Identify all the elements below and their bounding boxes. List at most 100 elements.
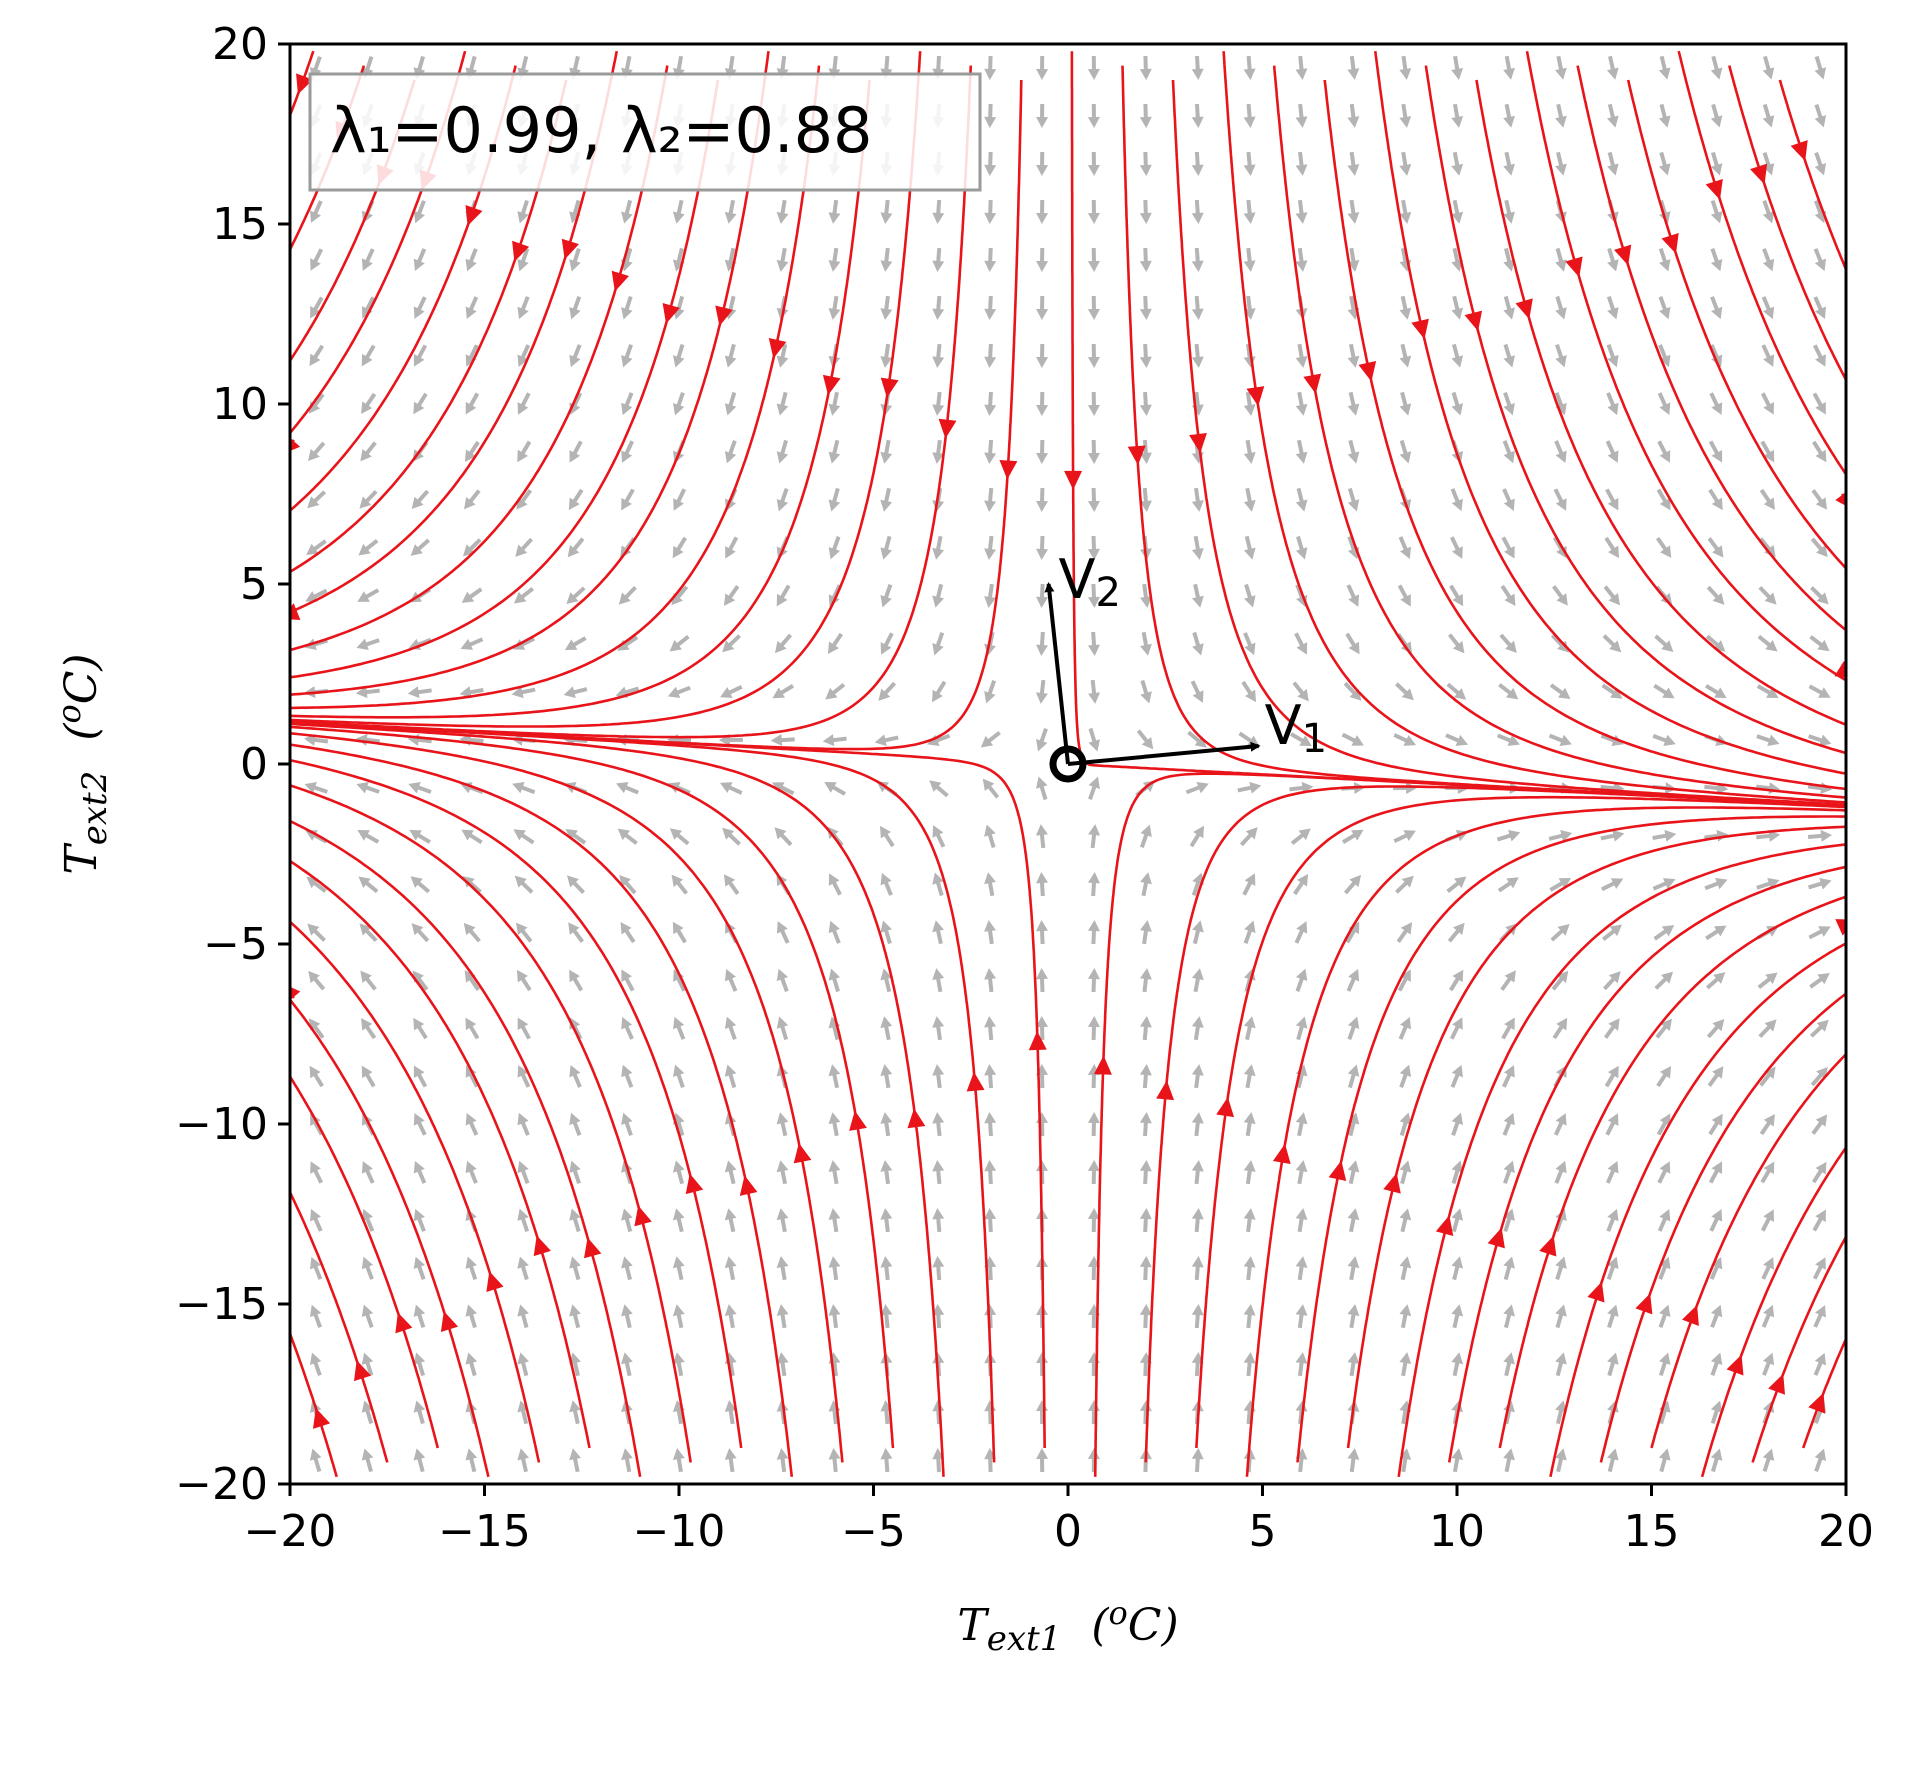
streamline-arrowhead — [1790, 140, 1808, 162]
y-tick-label: 0 — [240, 739, 268, 790]
vector-field-arrowhead — [511, 686, 524, 699]
vector-field-arrowhead — [569, 1112, 581, 1126]
vector-field-arrowhead — [1243, 1208, 1256, 1220]
streamline — [290, 997, 490, 1478]
vector-field-arrowhead — [413, 401, 425, 415]
streamline-arrowhead — [512, 240, 530, 262]
vector-field-arrowhead — [1659, 1304, 1671, 1318]
vector-field-arrowhead — [465, 1113, 477, 1126]
vector-field-arrowhead — [1764, 545, 1776, 558]
vector-field-arrowhead — [1763, 306, 1775, 320]
vector-field-arrowhead — [1555, 450, 1567, 464]
vector-field-arrowhead — [306, 543, 319, 556]
streamline — [290, 50, 315, 119]
vector-field-arrowhead — [617, 639, 630, 651]
vector-field-arrowhead — [984, 1208, 997, 1220]
vector-field-arrowhead — [1607, 354, 1619, 368]
vector-field-arrowhead — [1818, 687, 1831, 698]
streamline-arrowhead — [1464, 310, 1483, 332]
vector-field-arrowhead — [1503, 498, 1515, 511]
vector-field-arrowhead — [1659, 450, 1671, 463]
vector-field-arrowhead — [413, 354, 425, 367]
vector-field-arrowhead — [932, 500, 945, 512]
vector-field-arrowhead — [776, 1208, 789, 1221]
vector-field-arrowhead — [1295, 116, 1308, 128]
streamline — [1650, 1052, 1846, 1449]
vector-field-arrowhead — [724, 1064, 737, 1077]
vector-field-arrowhead — [984, 404, 997, 416]
vector-field-arrowhead — [1503, 307, 1515, 320]
vector-field-arrowhead — [465, 306, 477, 320]
vector-field-arrowhead — [1555, 1352, 1567, 1365]
vector-field-arrowhead — [1451, 1112, 1463, 1126]
streamline — [290, 1189, 389, 1463]
vector-field-arrowhead — [1400, 969, 1411, 982]
vector-field-arrowhead — [776, 1448, 789, 1460]
vector-field-arrowhead — [1249, 781, 1262, 794]
vector-field-arrowhead — [1711, 1161, 1723, 1174]
vector-field-arrowhead — [1711, 1304, 1723, 1318]
vector-field-arrowhead — [1087, 1208, 1100, 1220]
vector-field-arrowhead — [1347, 1064, 1360, 1077]
vector-field-arrowhead — [361, 1448, 374, 1461]
x-tick-label: 10 — [1429, 1506, 1485, 1557]
vector-field-arrowhead — [621, 969, 632, 982]
streamline — [1245, 806, 1846, 1477]
vector-field-arrowhead — [1087, 500, 1100, 512]
vector-field-arrowhead — [361, 1208, 373, 1222]
vector-field-arrowhead — [1503, 1352, 1515, 1365]
vector-field-arrowhead — [1503, 1112, 1515, 1126]
vector-field-arrowhead — [569, 1256, 581, 1269]
vector-field-arrowhead — [1814, 1448, 1827, 1462]
vector-field-arrowhead — [1139, 1064, 1152, 1076]
streamline-arrowhead — [1216, 1097, 1235, 1118]
vector-field-arrowhead — [1763, 1257, 1775, 1270]
vector-field-arrowhead — [880, 1448, 893, 1460]
streamline-arrowhead — [966, 1071, 985, 1092]
vector-field-arrowhead — [1555, 1304, 1567, 1317]
vector-field-arrowhead — [618, 592, 631, 605]
vector-field-arrowhead — [929, 780, 942, 792]
vector-field-arrowhead — [411, 496, 424, 509]
vector-field-arrowhead — [1036, 404, 1049, 416]
streamline-arrowhead — [1726, 1354, 1744, 1376]
streamline-arrowhead — [1587, 1281, 1605, 1303]
vector-field-arrowhead — [672, 355, 685, 368]
vector-field-arrowhead — [1710, 163, 1723, 176]
vector-field-arrowhead — [1088, 692, 1101, 704]
vector-field-arrowhead — [1451, 1304, 1464, 1317]
vector-field-arrowhead — [1454, 876, 1467, 889]
vector-field-arrowhead — [1139, 308, 1152, 320]
vector-field-arrowhead — [1767, 734, 1780, 746]
vector-field-arrowhead — [413, 1448, 426, 1461]
vector-field-arrowhead — [1504, 970, 1516, 983]
vector-field-arrowhead — [1452, 593, 1464, 607]
streamline-arrowhead — [1808, 1392, 1826, 1414]
vector-field-arrowhead — [1196, 782, 1209, 794]
eigenvector-v2-arrow — [1044, 582, 1070, 765]
y-tick-label: 20 — [212, 19, 268, 70]
vector-field-arrowhead — [1139, 1304, 1152, 1316]
vector-field-arrowhead — [1399, 1256, 1412, 1269]
vector-field-arrowhead — [980, 735, 994, 748]
vector-field-arrowhead — [1399, 355, 1412, 368]
vector-field-arrowhead — [1036, 164, 1049, 176]
vector-field-arrowhead — [356, 638, 369, 651]
vector-field-arrowhead — [828, 451, 841, 464]
vector-field-arrowhead — [828, 403, 841, 416]
vector-field-arrowhead — [1087, 68, 1100, 80]
vector-field-arrowhead — [1347, 1160, 1360, 1173]
vector-field-arrowhead — [772, 687, 786, 699]
vector-field-arrowhead — [1139, 500, 1152, 512]
streamline-arrowhead — [1835, 919, 1846, 936]
vector-field-arrowhead — [413, 1160, 425, 1174]
vector-field-arrowhead — [1244, 642, 1256, 656]
vector-field-arrowhead — [1087, 260, 1100, 272]
vector-field-arrowhead — [566, 875, 579, 888]
vector-field-arrowhead — [1818, 926, 1831, 937]
vector-field-arrowhead — [1814, 115, 1827, 128]
vector-field-arrowhead — [1140, 824, 1152, 838]
vector-field-arrowhead — [1763, 1161, 1775, 1175]
vector-field-arrowhead — [360, 970, 372, 983]
vector-field-arrowhead — [1036, 738, 1048, 752]
